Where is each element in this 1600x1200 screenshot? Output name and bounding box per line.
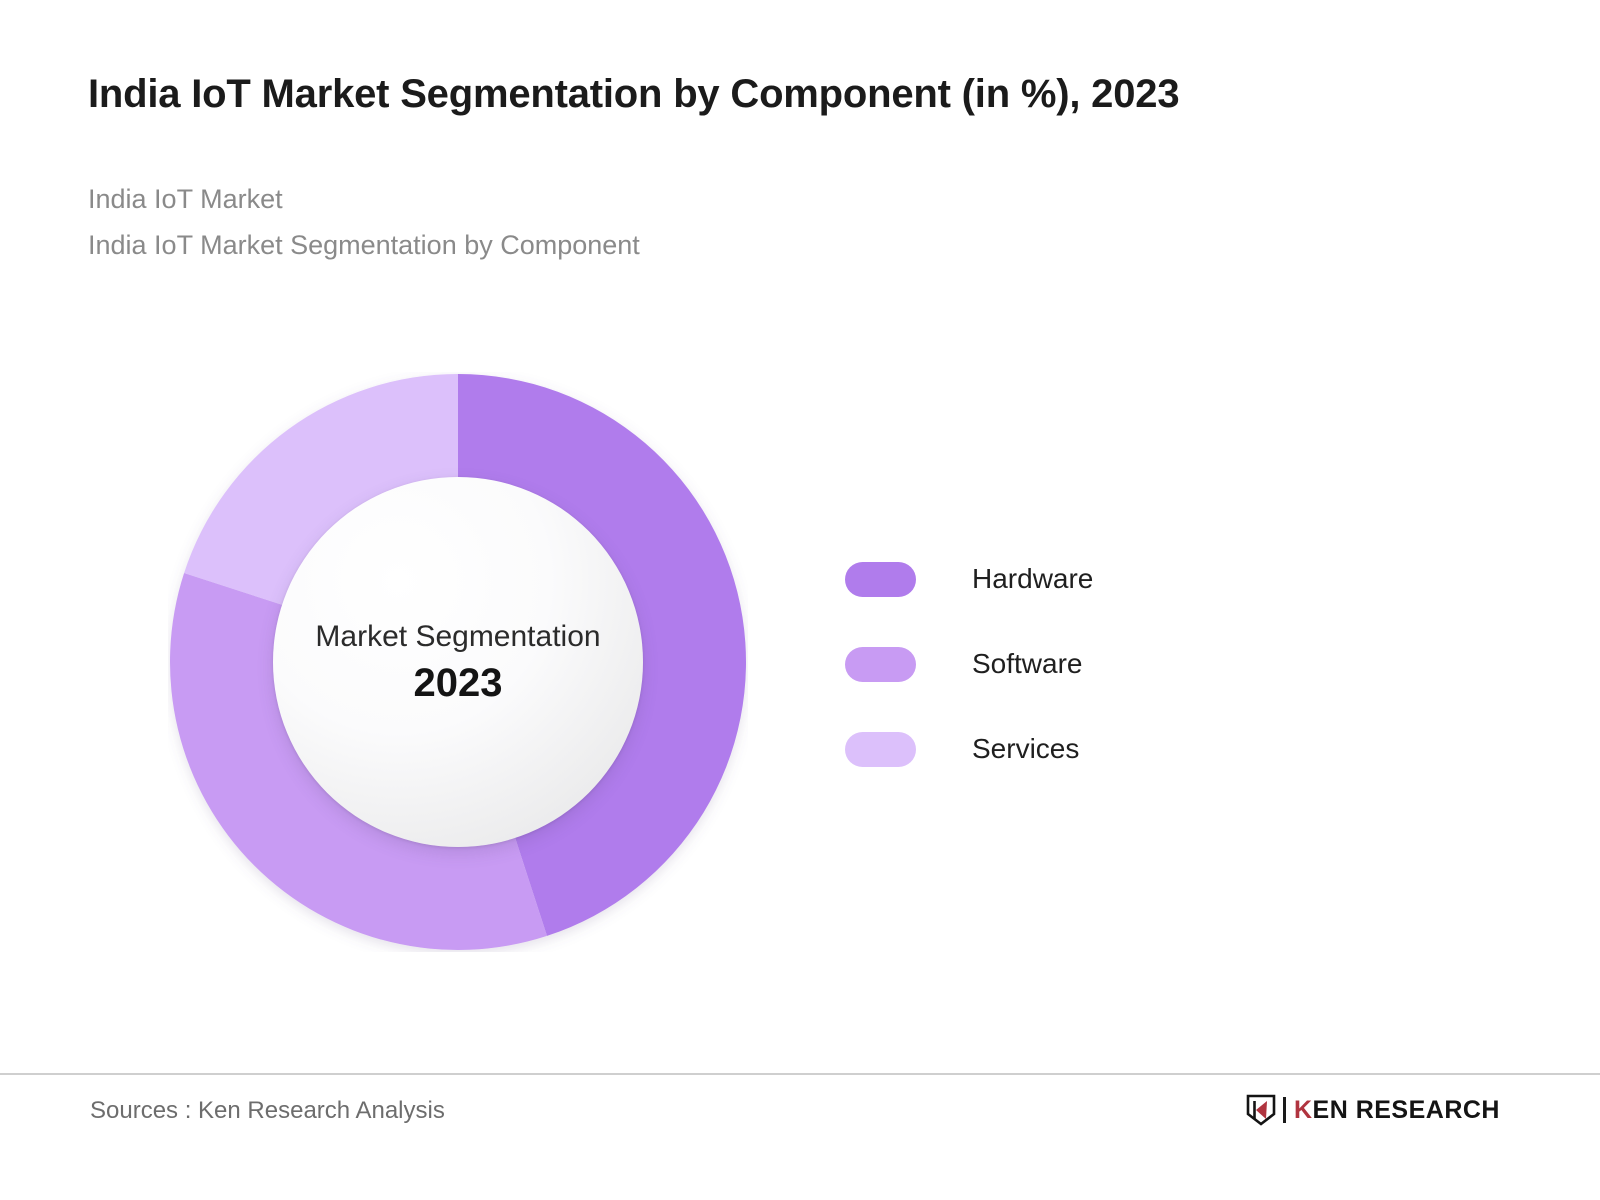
legend-label-hardware: Hardware <box>972 563 1094 594</box>
brand-name-rest: EN RESEARCH <box>1312 1095 1500 1124</box>
donut-slice-hardware[interactable] <box>458 374 747 936</box>
source-note: Sources : Ken Research Analysis <box>90 1097 445 1124</box>
brand-name: KEN RESEARCH <box>1294 1096 1500 1125</box>
donut-center-value: 2023 <box>413 661 503 706</box>
chart-legend: Hardware Software Services <box>845 558 1093 813</box>
footer-divider <box>0 1073 1600 1075</box>
brand-name-accent: K <box>1293 1095 1313 1124</box>
brand-separator <box>1282 1097 1286 1123</box>
legend-swatch-services <box>845 731 916 767</box>
legend-swatch-software <box>845 646 916 682</box>
donut-svg <box>170 374 747 950</box>
brand-logo: KEN RESEARCH <box>1246 1090 1500 1130</box>
subtitle-line-2: India IoT Market Segmentation by Compone… <box>88 230 640 261</box>
subtitle-block: India IoT Market India IoT Market Segmen… <box>88 176 640 269</box>
legend-item-services[interactable]: Services <box>845 728 1093 770</box>
donut-chart: Market Segmentation 2023 <box>168 372 748 952</box>
ken-research-shield-icon <box>1246 1094 1276 1126</box>
legend-item-hardware[interactable]: Hardware <box>845 558 1093 600</box>
page-title: India IoT Market Segmentation by Compone… <box>88 72 1180 116</box>
donut-slice-software[interactable] <box>170 573 547 950</box>
legend-label-services: Services <box>972 733 1080 764</box>
donut-center-hub: Market Segmentation 2023 <box>273 477 643 847</box>
legend-label-software: Software <box>972 648 1083 679</box>
chart-area: Market Segmentation 2023 Hardware Softwa… <box>0 300 1600 1020</box>
legend-item-software[interactable]: Software <box>845 643 1093 685</box>
legend-swatch-hardware <box>845 561 916 597</box>
subtitle-line-1: India IoT Market <box>88 184 283 214</box>
donut-slice-services[interactable] <box>184 374 459 606</box>
donut-center-label: Market Segmentation <box>315 619 601 653</box>
